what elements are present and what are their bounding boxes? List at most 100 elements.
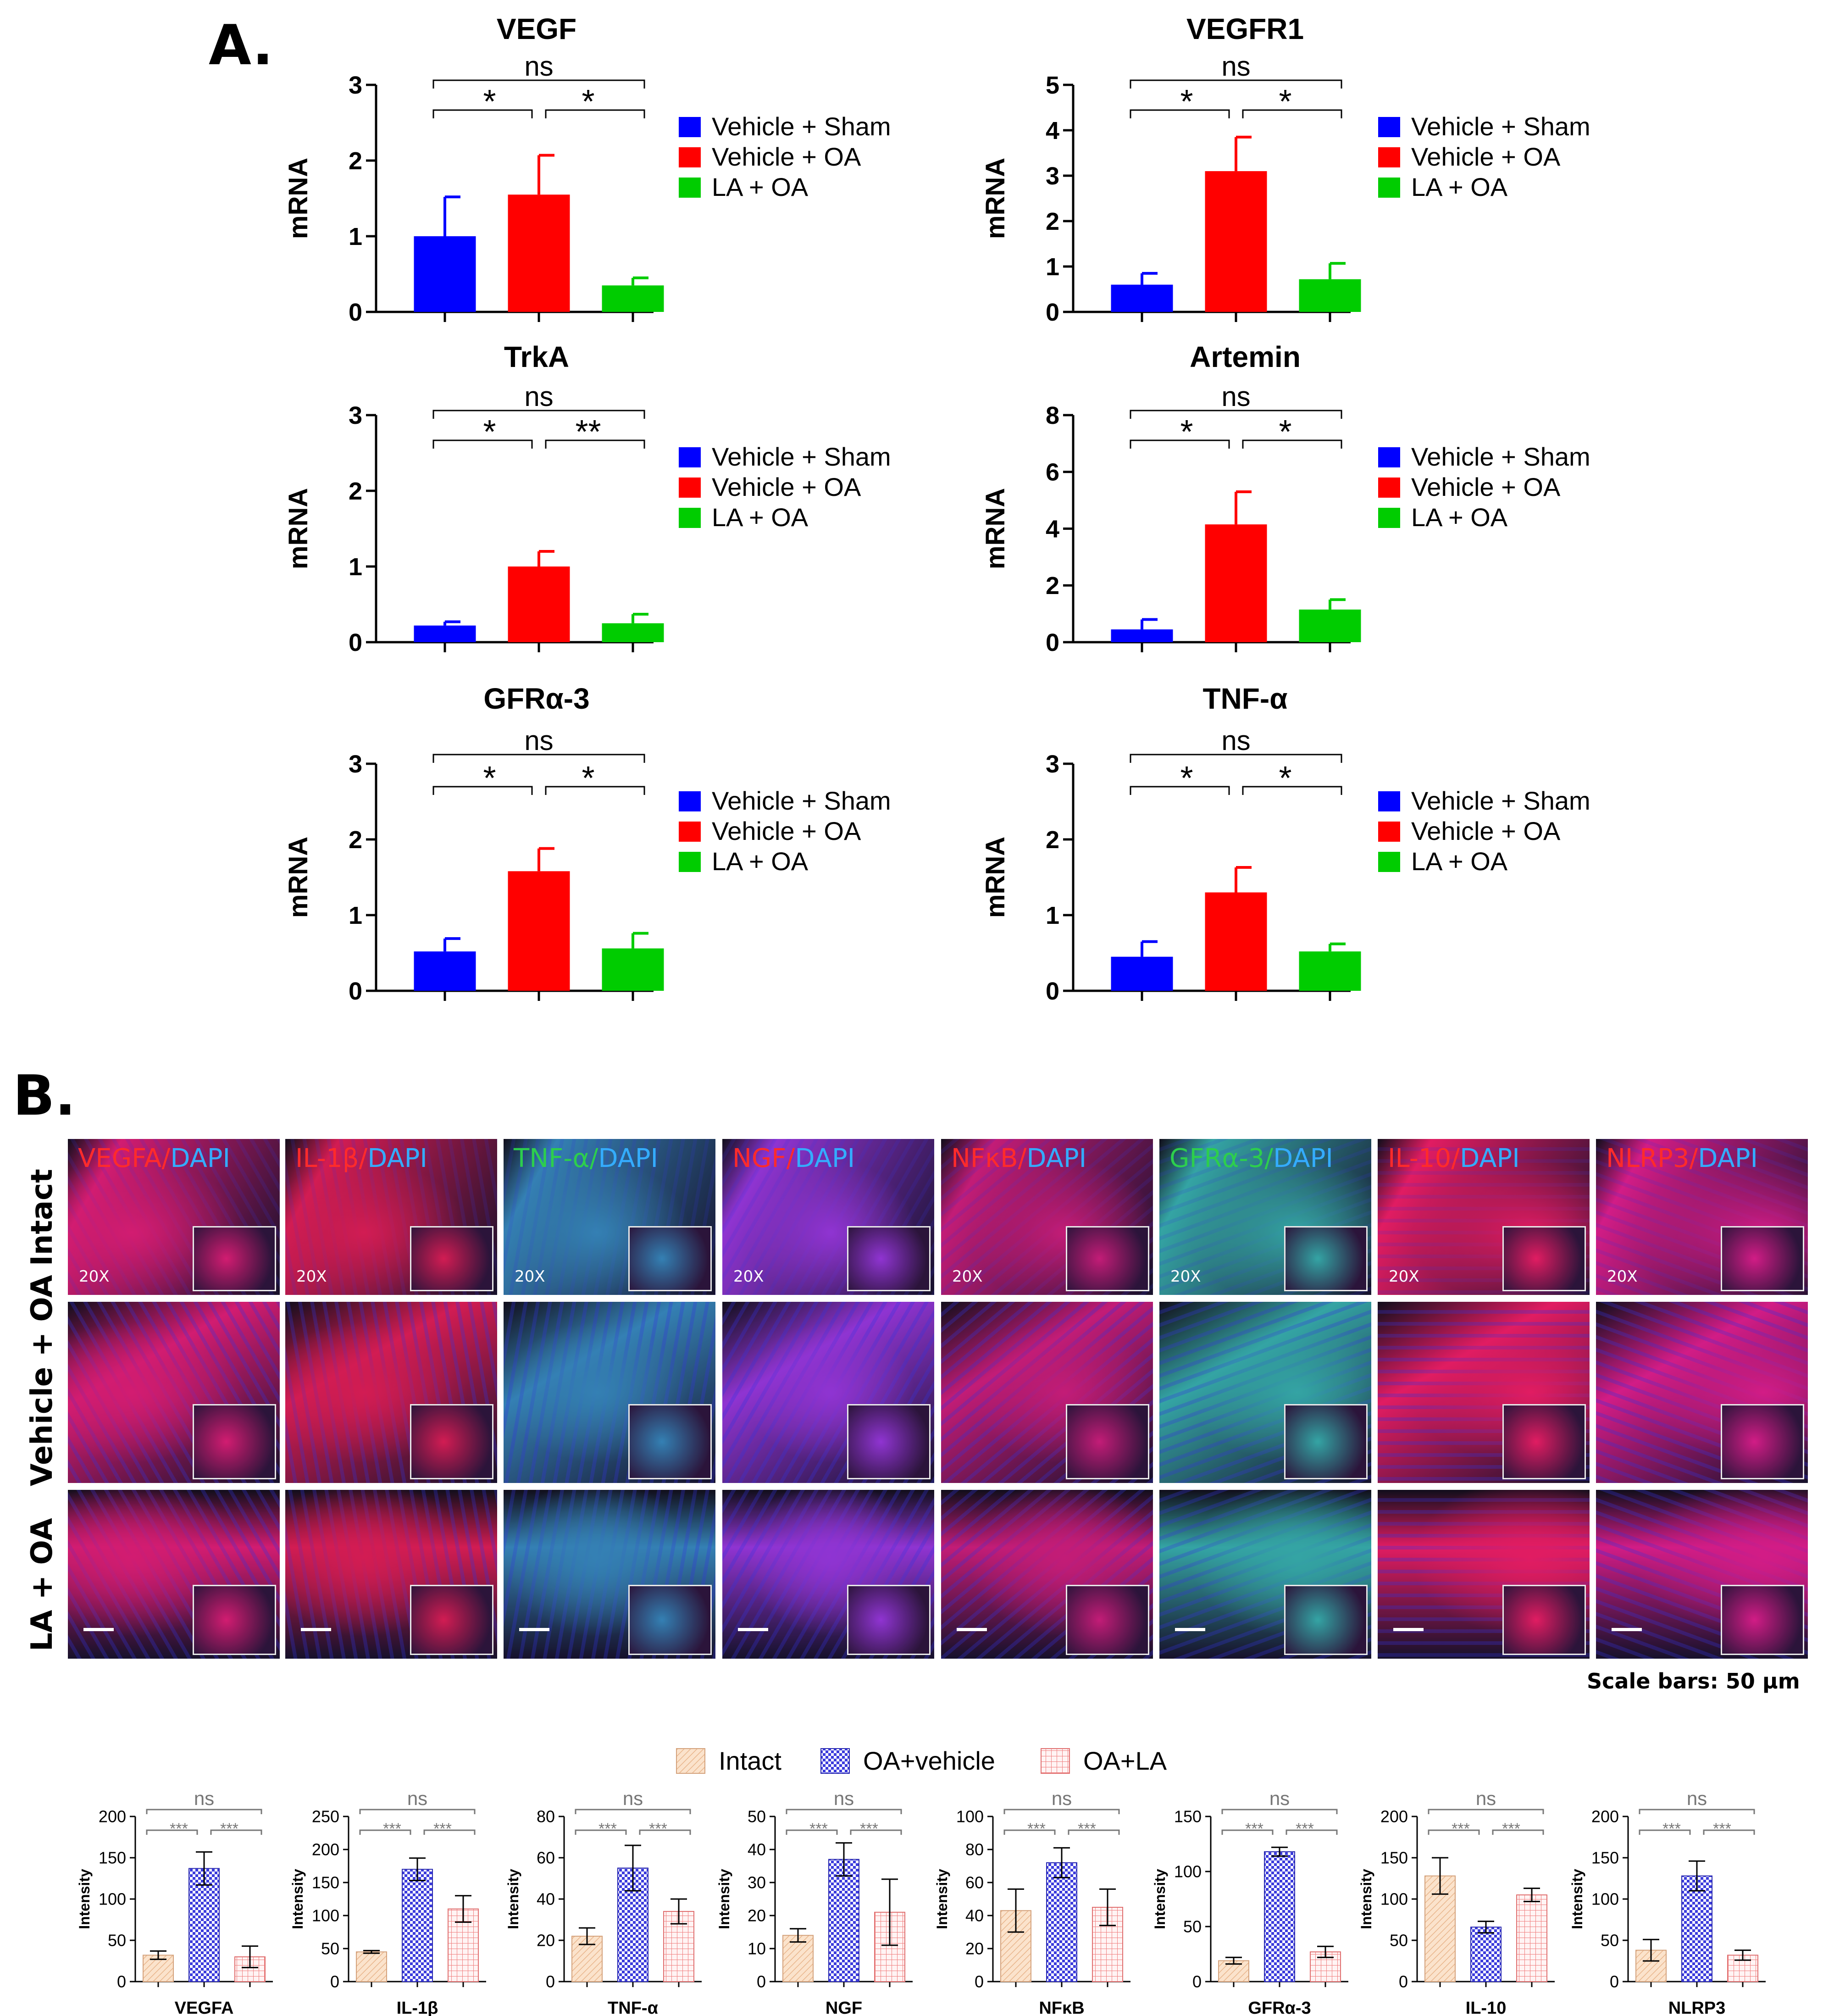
micrograph-tnf--la-oa — [504, 1490, 715, 1659]
stain-separator: / — [786, 1144, 795, 1173]
significance-top: ns — [623, 1788, 643, 1809]
y-tick-label: 8 — [1046, 402, 1059, 429]
zoom-inset — [1721, 1226, 1804, 1291]
bracket-top — [146, 1809, 262, 1814]
legend-swatch — [679, 852, 701, 872]
significance-left: *** — [598, 1820, 617, 1838]
bracket-top — [1130, 754, 1342, 763]
y-tick-label: 50 — [108, 1931, 126, 1950]
significance-top: ns — [1221, 51, 1250, 82]
legend-label: Vehicle + Sham — [712, 786, 891, 815]
bracket-top — [1130, 410, 1342, 419]
stain-label: GFRα-3/DAPI — [1169, 1144, 1333, 1173]
significance-top: ns — [1221, 725, 1250, 756]
legend-swatch — [1378, 117, 1400, 137]
micrograph-nlrp3-intact: NLRP3/DAPI 20X — [1596, 1139, 1808, 1295]
y-tick-label: 0 — [1046, 299, 1059, 326]
zoom-inset — [1502, 1404, 1586, 1479]
x-category-label: TNF-α — [608, 1999, 658, 2016]
bar-vehicle-oa — [508, 566, 570, 642]
micrograph-nlrp3-la-oa — [1596, 1490, 1808, 1659]
bracket-right — [545, 109, 645, 118]
zoom-inset — [1721, 1404, 1804, 1479]
y-axis-label: mRNA — [981, 837, 1010, 918]
stain-label: VEGFA/DAPI — [78, 1144, 230, 1173]
y-tick-label: 4 — [1046, 117, 1059, 144]
micrograph-il-1--intact: IL-1β/DAPI 20X — [285, 1139, 497, 1295]
significance-right: * — [1279, 414, 1291, 450]
bar-vehicle-sham — [414, 951, 476, 991]
y-tick-label: 2 — [1046, 826, 1059, 854]
micrograph-il-1--vehicle-oa — [285, 1302, 497, 1483]
y-tick-label: 100 — [956, 1807, 984, 1826]
stain-marker: GFRα-3 — [1169, 1144, 1265, 1173]
y-tick-label: 100 — [1380, 1890, 1408, 1909]
zoom-inset — [847, 1404, 931, 1479]
stain-separator: / — [1264, 1144, 1274, 1173]
y-tick-label: 40 — [748, 1840, 766, 1859]
bracket-left — [1003, 1829, 1056, 1835]
y-tick-label: 3 — [1046, 162, 1059, 190]
y-tick-label: 3 — [349, 402, 362, 429]
micrograph-gfr-3-vehicle-oa — [1159, 1302, 1371, 1483]
bracket-top — [575, 1809, 691, 1814]
zoom-inset — [1066, 1226, 1149, 1291]
bracket-right — [423, 1829, 476, 1835]
legend-label: Vehicle + Sham — [712, 112, 891, 141]
y-tick-label: 2 — [1046, 208, 1059, 235]
legend-label: Vehicle + Sham — [1411, 442, 1590, 471]
significance-right: * — [1279, 83, 1291, 120]
scale-bar — [1612, 1628, 1642, 1631]
significance-top: ns — [407, 1788, 427, 1809]
y-tick-label: 0 — [975, 1972, 984, 1991]
y-tick-label: 60 — [537, 1849, 555, 1867]
y-tick-label: 40 — [537, 1890, 555, 1909]
zoom-inset — [628, 1404, 712, 1479]
legend-label: LA + OA — [1411, 503, 1508, 532]
legend-label: OA+LA — [1083, 1746, 1167, 1775]
legend-label: LA + OA — [712, 503, 809, 532]
magnification-label: 20X — [79, 1267, 110, 1286]
chart-title: VEGF — [497, 12, 576, 45]
stain-marker: NGF — [732, 1144, 787, 1173]
legend-swatch — [1378, 147, 1400, 167]
legend-swatch — [676, 1748, 705, 1774]
stain-separator: / — [1451, 1144, 1460, 1173]
legend-label: Vehicle + Sham — [1411, 112, 1590, 141]
significance-right: * — [1279, 760, 1291, 797]
micrograph-vegfa-la-oa — [68, 1490, 280, 1659]
significance-right: *** — [1502, 1820, 1520, 1838]
bar-vehicle-sham — [414, 625, 476, 642]
y-axis-label: Intensity — [716, 1869, 732, 1929]
legend-label: Vehicle + OA — [712, 472, 861, 501]
significance-right: *** — [860, 1820, 878, 1838]
y-tick-label: 2 — [349, 826, 362, 854]
significance-right: *** — [433, 1820, 452, 1838]
micrograph-nf-b-la-oa — [941, 1490, 1153, 1659]
bar-vehicle-oa — [508, 194, 570, 312]
stain-label: NLRP3/DAPI — [1606, 1144, 1758, 1173]
y-tick-label: 0 — [1046, 629, 1059, 656]
y-tick-label: 1 — [349, 223, 362, 250]
micrograph-il-10-la-oa — [1378, 1490, 1590, 1659]
micrograph-vegfa-vehicle-oa — [68, 1302, 280, 1483]
stain-dapi: DAPI — [367, 1144, 427, 1173]
bar-oa-la — [1516, 1894, 1547, 1982]
legend-label: LA + OA — [1411, 847, 1508, 876]
significance-top: ns — [1221, 381, 1250, 412]
significance-top: ns — [524, 725, 553, 756]
x-category-label: NFκB — [1039, 1999, 1084, 2016]
y-tick-label: 6 — [1046, 459, 1059, 486]
legend-swatch — [679, 178, 701, 198]
significance-left: * — [1180, 760, 1193, 797]
bar-oa-vehicle — [1470, 1927, 1502, 1983]
zoom-inset — [193, 1226, 276, 1291]
zoom-inset — [847, 1226, 931, 1291]
row-label-la-oa: LA + OA — [25, 1518, 59, 1651]
legend-label: LA + OA — [712, 847, 809, 876]
stain-marker: TNF-α — [514, 1144, 590, 1173]
legend-label: OA+vehicle — [863, 1746, 995, 1775]
